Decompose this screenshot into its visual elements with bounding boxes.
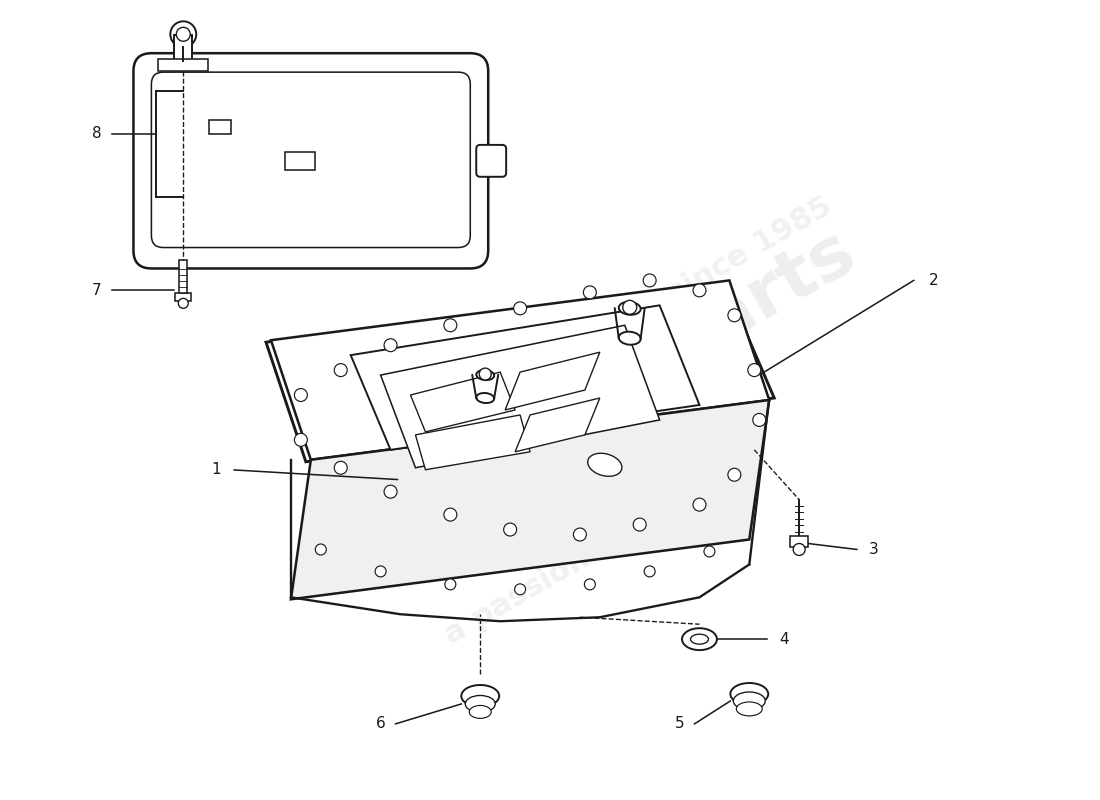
Circle shape	[334, 364, 348, 377]
Bar	[209, 120, 231, 134]
Ellipse shape	[461, 685, 499, 707]
Circle shape	[634, 518, 646, 531]
Circle shape	[645, 566, 656, 577]
Circle shape	[444, 318, 456, 332]
Ellipse shape	[476, 370, 494, 380]
Circle shape	[295, 389, 307, 402]
Circle shape	[728, 309, 740, 322]
Text: eurooarparts: eurooarparts	[372, 217, 868, 543]
Polygon shape	[290, 400, 769, 599]
Circle shape	[504, 523, 517, 536]
Ellipse shape	[682, 628, 717, 650]
Text: 1: 1	[211, 462, 221, 478]
Circle shape	[480, 368, 492, 380]
Text: a passion for quality: a passion for quality	[440, 449, 760, 650]
Circle shape	[728, 468, 740, 482]
Text: 2: 2	[928, 273, 938, 288]
Circle shape	[514, 302, 527, 314]
Text: 7: 7	[92, 283, 101, 298]
Polygon shape	[515, 398, 600, 452]
Circle shape	[704, 546, 715, 557]
Ellipse shape	[736, 702, 762, 716]
Polygon shape	[381, 326, 660, 468]
Bar	[285, 152, 316, 170]
Bar	[158, 59, 208, 71]
Ellipse shape	[619, 332, 640, 345]
Ellipse shape	[587, 454, 621, 476]
Circle shape	[444, 579, 455, 590]
Circle shape	[752, 414, 766, 426]
Circle shape	[375, 566, 386, 577]
Ellipse shape	[465, 695, 495, 713]
Circle shape	[693, 284, 706, 297]
Circle shape	[384, 486, 397, 498]
Text: 3: 3	[869, 542, 879, 557]
Circle shape	[316, 544, 327, 555]
Bar	[790, 535, 808, 547]
Circle shape	[748, 364, 761, 377]
FancyBboxPatch shape	[133, 54, 488, 269]
Circle shape	[793, 543, 805, 555]
Circle shape	[693, 498, 706, 511]
Circle shape	[584, 579, 595, 590]
Bar	[179, 261, 187, 295]
Circle shape	[334, 462, 348, 474]
Text: 4: 4	[779, 632, 789, 646]
Text: 6: 6	[376, 716, 386, 731]
Text: 5: 5	[675, 716, 684, 731]
Ellipse shape	[476, 393, 494, 403]
FancyBboxPatch shape	[476, 145, 506, 177]
Circle shape	[573, 528, 586, 541]
Polygon shape	[505, 352, 600, 410]
Circle shape	[170, 22, 196, 47]
Circle shape	[178, 298, 188, 308]
FancyBboxPatch shape	[152, 72, 471, 247]
Circle shape	[583, 286, 596, 299]
Ellipse shape	[619, 302, 640, 315]
Polygon shape	[416, 415, 530, 470]
Circle shape	[644, 274, 656, 287]
Ellipse shape	[734, 692, 766, 710]
Polygon shape	[410, 372, 515, 432]
Circle shape	[515, 584, 526, 595]
Polygon shape	[351, 306, 700, 450]
Ellipse shape	[470, 706, 492, 718]
Ellipse shape	[730, 683, 768, 705]
Circle shape	[176, 27, 190, 42]
Circle shape	[444, 508, 456, 521]
Circle shape	[623, 300, 637, 314]
Circle shape	[384, 338, 397, 352]
Polygon shape	[271, 281, 769, 460]
Circle shape	[295, 434, 307, 446]
Bar	[175, 294, 191, 302]
Ellipse shape	[691, 634, 708, 644]
Text: 8: 8	[92, 126, 101, 142]
Bar	[174, 35, 192, 61]
Text: since 1985: since 1985	[662, 192, 837, 310]
